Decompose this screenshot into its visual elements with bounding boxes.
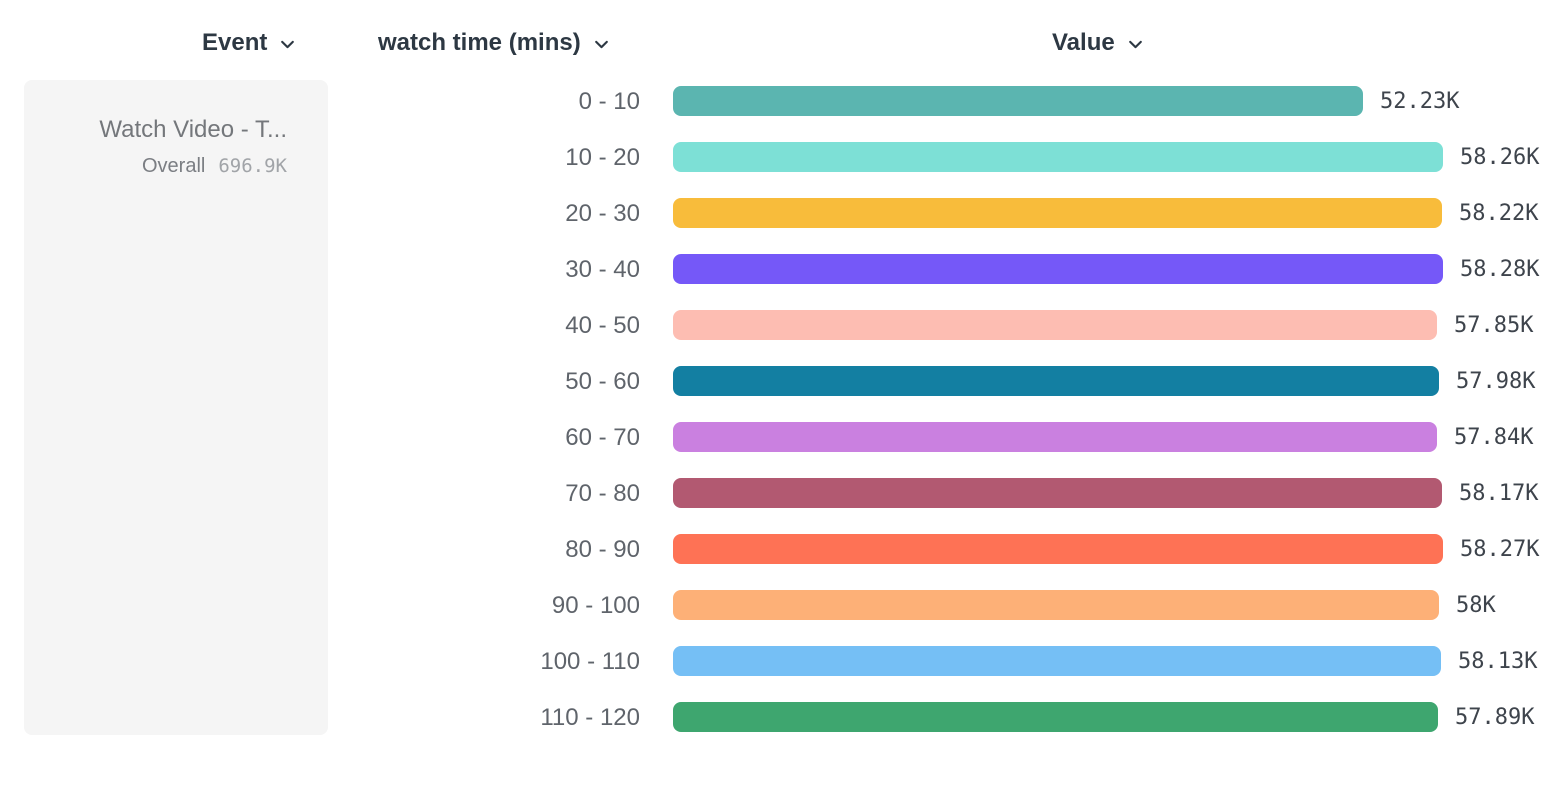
bar-segment[interactable] <box>673 590 1439 620</box>
bar-segment[interactable] <box>673 366 1439 396</box>
value-label: 57.84K <box>1454 425 1534 450</box>
event-overall-row: Overall 696.9K <box>142 155 287 178</box>
chevron-down-icon <box>593 33 610 53</box>
chart-row: 60 - 70 57.84K <box>0 422 1568 452</box>
column-header-event-label: Event <box>202 29 268 56</box>
chart-row: 90 - 100 58K <box>0 590 1568 620</box>
value-label: 58.22K <box>1459 201 1539 226</box>
value-label: 58.17K <box>1459 481 1539 506</box>
value-label: 57.89K <box>1455 705 1535 730</box>
category-label: 0 - 10 <box>578 88 640 115</box>
overall-label: Overall <box>142 155 206 177</box>
chart-row: 40 - 50 57.85K <box>0 310 1568 340</box>
value-label: 58.27K <box>1460 537 1540 562</box>
value-label: 58.26K <box>1460 145 1540 170</box>
category-label: 70 - 80 <box>565 480 640 507</box>
value-label: 57.98K <box>1456 369 1536 394</box>
chart-row: 110 - 120 57.89K <box>0 702 1568 732</box>
column-header-value[interactable]: Value <box>1052 28 1144 58</box>
bar-segment[interactable] <box>673 478 1442 508</box>
bar-segment[interactable] <box>673 534 1443 564</box>
bar-segment[interactable] <box>673 646 1441 676</box>
chart-row: 20 - 30 58.22K <box>0 198 1568 228</box>
column-header-value-label: Value <box>1052 29 1115 56</box>
chart-row: 30 - 40 58.28K <box>0 254 1568 284</box>
category-label: 100 - 110 <box>540 648 640 675</box>
value-label: 58.28K <box>1460 257 1540 282</box>
category-label: 50 - 60 <box>565 368 640 395</box>
event-title: Watch Video - T... <box>99 116 287 143</box>
column-header-event[interactable]: Event <box>202 28 296 58</box>
event-card[interactable]: Watch Video - T... Overall 696.9K <box>24 80 328 735</box>
bar-segment[interactable] <box>673 142 1443 172</box>
bar-segment[interactable] <box>673 198 1442 228</box>
value-label: 58K <box>1456 593 1496 618</box>
chart-row: 80 - 90 58.27K <box>0 534 1568 564</box>
bar-segment[interactable] <box>673 254 1443 284</box>
chart-row: 10 - 20 58.26K <box>0 142 1568 172</box>
bar-segment[interactable] <box>673 86 1363 116</box>
category-label: 90 - 100 <box>551 592 640 619</box>
bar-segment[interactable] <box>673 702 1438 732</box>
overall-value: 696.9K <box>218 155 287 177</box>
category-label: 110 - 120 <box>540 704 640 731</box>
chart-row: 70 - 80 58.17K <box>0 478 1568 508</box>
value-label: 58.13K <box>1458 649 1538 674</box>
category-label: 40 - 50 <box>565 312 640 339</box>
category-label: 20 - 30 <box>565 200 640 227</box>
chart-row: 50 - 60 57.98K <box>0 366 1568 396</box>
chevron-down-icon <box>279 33 296 53</box>
chevron-down-icon <box>1127 33 1144 53</box>
chart-row: 100 - 110 58.13K <box>0 646 1568 676</box>
category-label: 80 - 90 <box>565 536 640 563</box>
value-label: 52.23K <box>1380 89 1460 114</box>
category-label: 30 - 40 <box>565 256 640 283</box>
category-label: 10 - 20 <box>565 144 640 171</box>
bar-segment[interactable] <box>673 422 1437 452</box>
column-header-breakdown[interactable]: watch time (mins) <box>378 28 610 58</box>
chart-row: 0 - 10 52.23K <box>0 86 1568 116</box>
column-header-breakdown-label: watch time (mins) <box>378 29 581 56</box>
bar-segment[interactable] <box>673 310 1437 340</box>
value-label: 57.85K <box>1454 313 1534 338</box>
category-label: 60 - 70 <box>565 424 640 451</box>
